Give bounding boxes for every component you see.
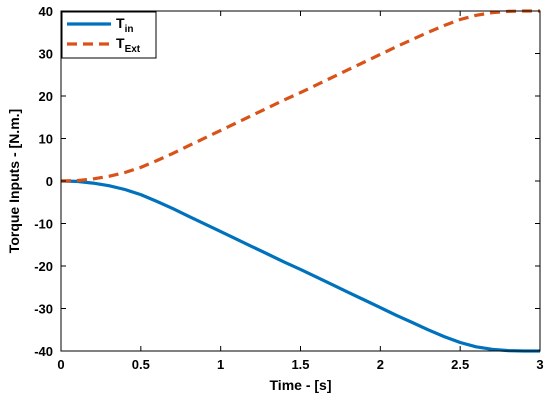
- legend-subscript: in: [125, 24, 134, 35]
- y-tick-label: -20: [34, 259, 53, 274]
- series-line-ext: [60, 9, 540, 183]
- series-line-in: [60, 179, 540, 353]
- y-tick-label: 40: [39, 4, 53, 19]
- x-tick-label: 2.5: [451, 357, 469, 372]
- legend-box: [61, 11, 157, 59]
- y-tick-label: 10: [39, 132, 53, 147]
- x-tick-label: 1.5: [291, 357, 309, 372]
- y-axis-label: Torque Inputs - [N.m.]: [6, 109, 22, 253]
- y-tick-label: 0: [46, 174, 53, 189]
- y-tick-label: -30: [34, 302, 53, 317]
- plot-frame: [60, 10, 541, 352]
- x-tick-label: 3: [536, 357, 543, 372]
- axes-layer: 0 0.5 1 1.5 2 2.5 3 40 30 20 10 0 -10 -20 -30 -40: [34, 4, 543, 372]
- x-tick-label: 0: [57, 357, 64, 372]
- x-axis-label: Time - [s]: [270, 377, 332, 393]
- x-tick-label: 1: [217, 357, 224, 372]
- y-tick-label: 20: [39, 89, 53, 104]
- legend-subscript: Ext: [125, 44, 141, 55]
- x-tick-label: 0.5: [132, 357, 150, 372]
- y-tick-label: -10: [34, 217, 53, 232]
- y-tick-label: -40: [34, 344, 53, 359]
- x-tick-label: 2: [377, 357, 384, 372]
- series-layer: [60, 9, 540, 353]
- y-tick-label: 30: [39, 47, 53, 62]
